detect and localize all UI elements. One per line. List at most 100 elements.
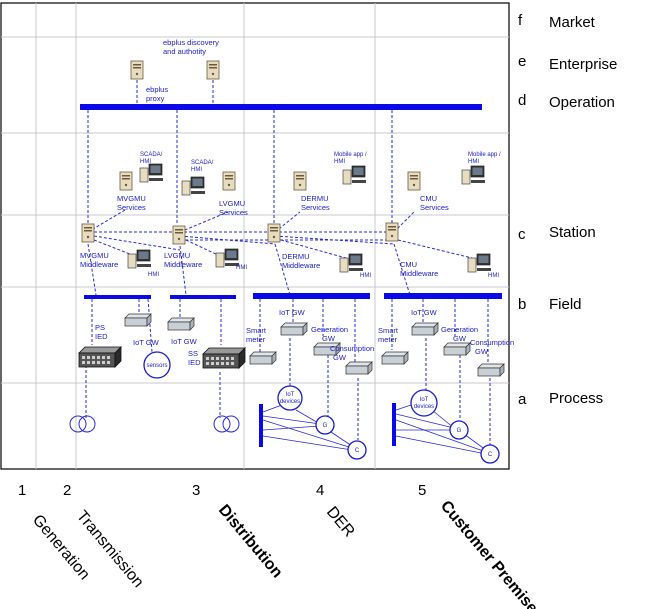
cp-iot-gw-label: IoT GW	[411, 308, 438, 317]
distribution-transformer-icon	[213, 415, 240, 433]
distribution-iot-gw-label: IoT GW	[171, 337, 198, 346]
zone-a-name: Process	[549, 390, 603, 407]
dermu-hmi-label: HMI	[360, 273, 371, 279]
cmu-services-server-icon	[407, 171, 421, 191]
zone-e-letter: e	[518, 53, 526, 70]
domain-3-name: Distribution	[215, 502, 286, 582]
zone-b-name: Field	[549, 296, 582, 313]
der-generation-gw-line1: Generation	[311, 325, 348, 334]
mvgmu-services-line2: Services	[117, 203, 146, 212]
zone-labels: f Market e Enterprise d Operation c Stat…	[518, 12, 617, 408]
lvgmu-services-line1: LVGMU	[219, 199, 245, 208]
scada-hmi-2-icon	[181, 176, 206, 196]
cp-iot-devices-circle	[410, 389, 438, 417]
cmu-hmi-icon	[467, 253, 492, 273]
lvgmu-services-server-icon	[222, 171, 236, 191]
der-consumer-circle	[347, 440, 367, 460]
transmission-transformer-icon	[69, 415, 96, 433]
sensors-label: sensors	[146, 363, 167, 369]
domain-4-number: 4	[316, 482, 324, 499]
domain-labels: 1 Generation 2 Transmission 3 Distributi…	[18, 482, 547, 609]
cp-iot-gw-icon	[411, 322, 439, 336]
transmission-iot-gw-icon	[124, 313, 152, 327]
scada-hmi-1-icon	[139, 163, 164, 183]
der-consumption-gw-line2: GW	[333, 353, 347, 362]
der-generator-circle	[315, 415, 335, 435]
dermu-middleware-server-icon	[267, 223, 281, 243]
ebplus-discovery-server-icon	[206, 60, 220, 80]
mvgmu-middleware-line2: Middleware	[80, 260, 118, 269]
cmu-services-line2: Services	[420, 203, 449, 212]
cp-process-bus	[392, 403, 396, 446]
ss-ied-line2: IED	[188, 358, 201, 367]
cmu-hmi-label: HMI	[488, 273, 499, 279]
mobile-hmi-2-line2: HMI	[468, 159, 479, 165]
der-process-bus	[259, 404, 263, 447]
domain-1-number: 1	[18, 482, 26, 499]
discovery-label-line1: ebplus discovery	[163, 38, 219, 47]
operation-layer: MVGMU Services SCADA/ HMI LVGMU Services…	[117, 152, 501, 217]
operation-bus	[80, 104, 482, 110]
dermu-services-line1: DERMU	[301, 194, 329, 203]
der-smart-meter-line1: Smart	[246, 326, 267, 335]
der-consumer-label: C	[355, 448, 360, 454]
grid	[0, 2, 510, 470]
der-iot-gw-label: IoT GW	[279, 308, 306, 317]
mvgmu-services-server-icon	[119, 171, 133, 191]
field-bus-der	[253, 293, 370, 299]
dermu-middleware-line1: DERMU	[282, 252, 310, 261]
process-layer: IoT devices G C IoT devices G C	[69, 385, 500, 464]
zone-b-letter: b	[518, 296, 526, 313]
mvgmu-hmi-label: HMI	[148, 272, 159, 278]
dermu-middleware-line2: Middleware	[282, 261, 320, 270]
field-layer: PS IED IoT GW sensors IoT GW SS IED Smar…	[78, 308, 514, 379]
mvgmu-middleware-line1: MVGMU	[80, 251, 109, 260]
cp-consumption-gw-icon	[477, 363, 505, 377]
scada-hmi-1-line1: SCADA/	[140, 152, 163, 158]
zone-a-letter: a	[518, 391, 527, 408]
zone-f-name: Market	[549, 14, 596, 31]
cp-generation-gw-icon	[443, 342, 471, 356]
mvgmu-services-line1: MVGMU	[117, 194, 146, 203]
dermu-services-server-icon	[293, 171, 307, 191]
scada-hmi-2-line2: HMI	[191, 167, 202, 173]
mvgmu-middleware-server-icon	[81, 223, 95, 243]
proxy-label-line1: ebplus	[146, 85, 168, 94]
ebplus-proxy-server-icon	[130, 60, 144, 80]
domain-2-number: 2	[63, 482, 71, 499]
mobile-hmi-2-line1: Mobile app /	[468, 152, 501, 158]
cp-smart-meter-icon	[381, 351, 409, 365]
field-buses	[84, 293, 502, 299]
zone-c-letter: c	[518, 226, 526, 243]
cp-generator-label: G	[457, 428, 462, 434]
cp-generation-gw-line2: GW	[453, 334, 467, 343]
der-generator-label: G	[323, 423, 328, 429]
cmu-middleware-line1: CMU	[400, 260, 417, 269]
transmission-iot-gw-label: IoT GW	[133, 338, 160, 347]
ss-ied-line1: SS	[188, 349, 198, 358]
field-bus-transmission	[84, 295, 151, 299]
zone-d-name: Operation	[549, 94, 615, 111]
der-smart-meter-icon	[249, 351, 277, 365]
mobile-hmi-1-line2: HMI	[334, 159, 345, 165]
distribution-iot-gw-icon	[167, 317, 195, 331]
cp-consumer-label: C	[488, 452, 493, 458]
cp-iot-devices-line2: devices	[414, 404, 434, 410]
der-iot-devices-line1: IoT	[286, 392, 295, 398]
lvgmu-middleware-line1: LVGMU	[164, 251, 190, 260]
cp-generation-gw-line1: Generation	[441, 325, 478, 334]
cmu-services-line1: CMU	[420, 194, 437, 203]
der-iot-devices-line2: devices	[280, 399, 300, 405]
sensors-circle	[143, 351, 171, 379]
cp-consumer-circle	[480, 444, 500, 464]
der-iot-gw-icon	[280, 322, 308, 336]
dermu-hmi-icon	[339, 253, 364, 273]
cp-consumption-gw-line2: GW	[475, 347, 489, 356]
field-bus-customer	[384, 293, 502, 299]
zone-c-name: Station	[549, 224, 596, 241]
domain-4-name: DER	[323, 504, 358, 541]
der-smart-meter-line2: meter	[246, 335, 266, 344]
der-consumption-gw-line1: Consumption	[330, 344, 374, 353]
der-iot-devices-circle	[277, 385, 303, 411]
